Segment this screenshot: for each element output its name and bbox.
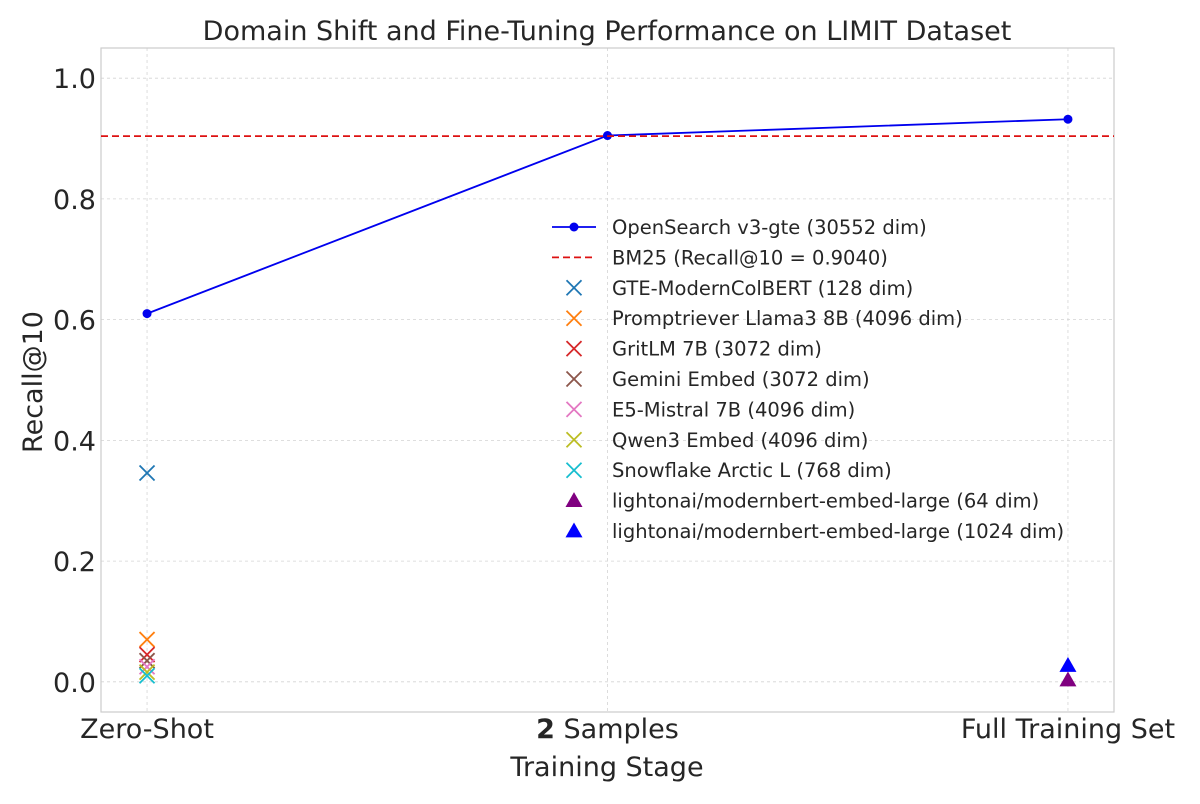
y-axis-label: Recall@10 bbox=[18, 311, 49, 453]
legend-swatch-8 bbox=[565, 462, 583, 479]
opensearch-point-0 bbox=[142, 309, 152, 319]
legend-label-5: Gemini Embed (3072 dim) bbox=[612, 368, 870, 391]
legend-swatch-7 bbox=[565, 431, 583, 448]
legend-label-4: GritLM 7B (3072 dim) bbox=[612, 338, 822, 361]
plot-frame bbox=[100, 47, 1115, 713]
legend-entry-9: lightonai/modernbert-embed-large (64 dim… bbox=[565, 490, 1039, 513]
point-series-7-0 bbox=[138, 664, 156, 681]
legend-label-1: BM25 (Recall@10 = 0.9040) bbox=[612, 246, 888, 269]
legend-swatch-4 bbox=[565, 340, 583, 357]
x-tick-label-2: Full Training Set bbox=[961, 714, 1175, 745]
legend-swatch-5 bbox=[565, 370, 583, 388]
legend-swatch-10 bbox=[565, 522, 583, 538]
legend-swatch-6 bbox=[565, 401, 583, 418]
point-series-4-0 bbox=[138, 646, 156, 663]
legend-swatch-3 bbox=[565, 310, 583, 327]
legend-label-7: Qwen3 Embed (4096 dim) bbox=[612, 429, 868, 452]
legend: OpenSearch v3-gte (30552 dim) BM25 (Recal… bbox=[552, 216, 1064, 543]
point-series-5-0 bbox=[138, 652, 156, 669]
opensearch-point-2 bbox=[1063, 114, 1073, 124]
point-series-9-0 bbox=[1059, 671, 1077, 687]
legend-label-3: Promptriever Llama3 8B (4096 dim) bbox=[612, 307, 963, 330]
legend-entry-8: Snowflake Arctic L (768 dim) bbox=[565, 459, 892, 482]
legend-label-2: GTE-ModernColBERT (128 dim) bbox=[612, 277, 913, 300]
point-series-2-0 bbox=[138, 464, 156, 482]
legend-entry-6: E5-Mistral 7B (4096 dim) bbox=[565, 398, 855, 421]
y-tick-label-5: 1.0 bbox=[53, 64, 96, 95]
point-series-10-0 bbox=[1059, 657, 1077, 672]
legend-label-8: Snowflake Arctic L (768 dim) bbox=[612, 459, 892, 482]
point-series-8-0 bbox=[138, 667, 156, 684]
x-tick-label-1: 2 Samples bbox=[536, 714, 679, 745]
y-tick-label-3: 0.6 bbox=[53, 306, 96, 337]
x-axis-label: Training Stage bbox=[509, 752, 703, 783]
point-series-3-0 bbox=[138, 631, 156, 648]
legend-entry-7: Qwen3 Embed (4096 dim) bbox=[565, 429, 868, 452]
legend-swatch-2 bbox=[565, 279, 583, 296]
chart-title: Domain Shift and Fine-Tuning Performance… bbox=[203, 16, 1012, 47]
y-tick-label-0: 0.0 bbox=[53, 668, 96, 699]
legend-label-0: OpenSearch v3-gte (30552 dim) bbox=[612, 216, 927, 239]
y-tick-label-2: 0.4 bbox=[53, 426, 96, 457]
plot-area: 0.0 0.2 0.4 0.6 0.8 1.0 Zero-Shot 2 Samples Full… bbox=[53, 47, 1175, 745]
y-tick-label-4: 0.8 bbox=[53, 185, 96, 216]
legend-label-9: lightonai/modernbert-embed-large (64 dim… bbox=[612, 490, 1039, 513]
legend-entry-5: Gemini Embed (3072 dim) bbox=[565, 368, 870, 391]
legend-entry-3: Promptriever Llama3 8B (4096 dim) bbox=[565, 307, 963, 330]
x-tick-label-0: Zero-Shot bbox=[80, 714, 214, 745]
legend-entry-2: GTE-ModernColBERT (128 dim) bbox=[565, 277, 913, 300]
legend-label-10: lightonai/modernbert-embed-large (1024 d… bbox=[612, 520, 1064, 543]
legend-entry-0: OpenSearch v3-gte (30552 dim) bbox=[552, 216, 927, 239]
legend-label-6: E5-Mistral 7B (4096 dim) bbox=[612, 398, 855, 421]
legend-entry-1: BM25 (Recall@10 = 0.9040) bbox=[552, 246, 888, 269]
y-tick-label-1: 0.2 bbox=[53, 547, 96, 578]
legend-entry-10: lightonai/modernbert-embed-large (1024 d… bbox=[565, 520, 1064, 543]
legend-entry-4: GritLM 7B (3072 dim) bbox=[565, 338, 822, 361]
legend-swatch-9 bbox=[565, 492, 583, 507]
